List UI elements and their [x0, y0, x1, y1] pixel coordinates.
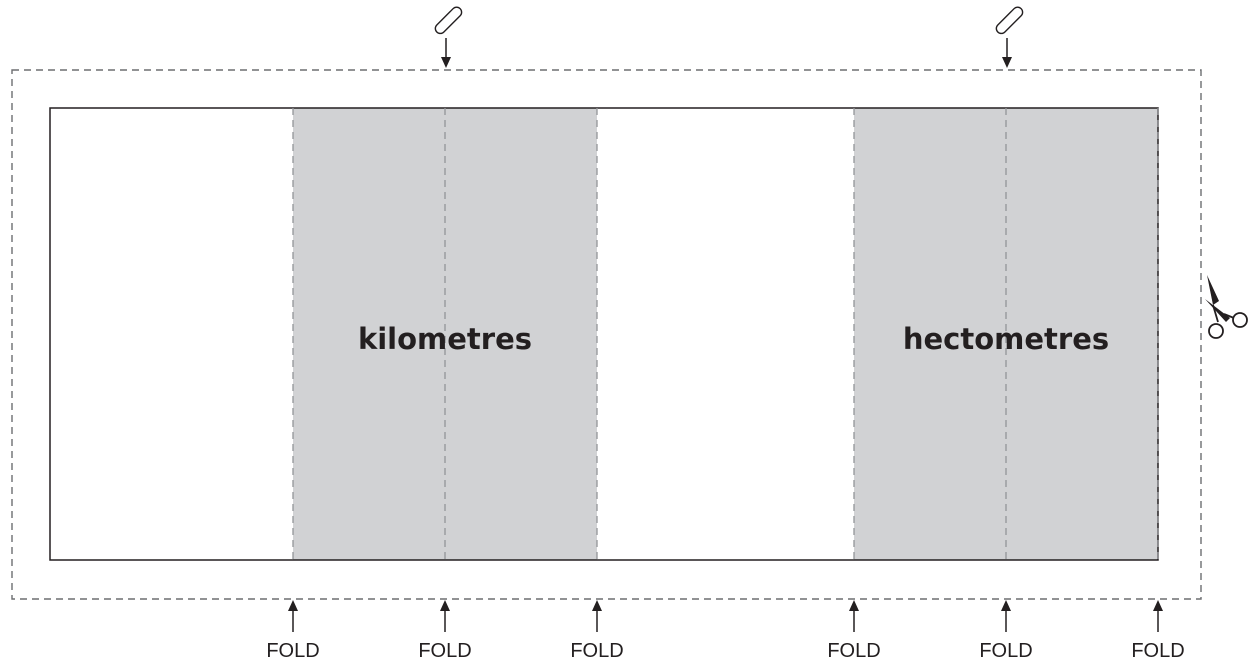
scissors-icon: [1205, 275, 1248, 339]
paperclip-icon: [995, 6, 1024, 35]
fold-label: FOLD: [418, 640, 471, 662]
strip-outline: [49, 107, 1159, 561]
paperclip-icon: [434, 6, 463, 35]
cut-line: [11, 69, 1202, 600]
arrow-up-icon: [592, 600, 602, 632]
fold-label: FOLD: [570, 640, 623, 662]
fold-label: FOLD: [266, 640, 319, 662]
panel-label-kilometres: kilometres: [358, 322, 532, 356]
fold-lines: [292, 108, 1159, 560]
fold-arrows: [288, 600, 1163, 632]
arrow-up-icon: [849, 600, 859, 632]
arrow-down-icon: [441, 38, 451, 68]
arrow-up-icon: [288, 600, 298, 632]
fold-label: FOLD: [1131, 640, 1184, 662]
arrow-up-icon: [440, 600, 450, 632]
fold-label: FOLD: [979, 640, 1032, 662]
arrow-up-icon: [1153, 600, 1163, 632]
arrow-down-icon: [1002, 38, 1012, 68]
panel-label-hectometres: hectometres: [903, 322, 1109, 356]
arrow-up-icon: [1001, 600, 1011, 632]
fold-label: FOLD: [827, 640, 880, 662]
